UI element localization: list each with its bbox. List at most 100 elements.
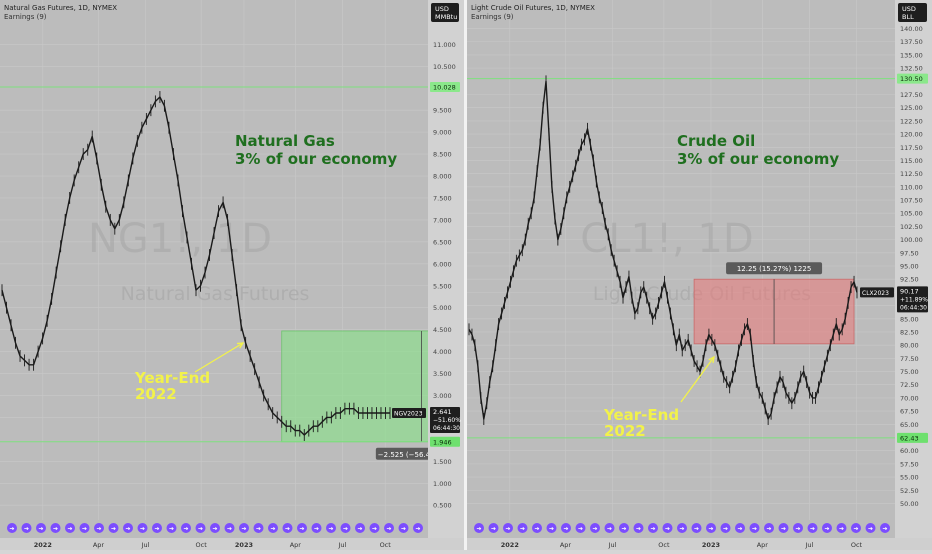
- event-icon-glyph: ➔: [592, 526, 597, 533]
- event-icon[interactable]: [822, 523, 832, 533]
- event-icon-glyph: ➔: [694, 526, 699, 533]
- event-icon-glyph: ➔: [285, 526, 290, 533]
- event-icon[interactable]: [662, 523, 673, 533]
- event-icon[interactable]: [633, 523, 644, 533]
- event-icon[interactable]: [749, 523, 760, 533]
- event-icon[interactable]: [413, 523, 423, 533]
- time-axis[interactable]: [467, 538, 932, 550]
- event-icon[interactable]: [253, 523, 264, 533]
- plot-area[interactable]: [467, 0, 895, 550]
- event-icon[interactable]: [210, 523, 220, 533]
- x-tick-label: Jul: [804, 541, 813, 549]
- x-tick-label: Apr: [757, 541, 769, 549]
- year-end-label: Year-End: [603, 406, 679, 424]
- event-icon[interactable]: [720, 523, 731, 533]
- event-icon[interactable]: [807, 523, 818, 533]
- event-icon[interactable]: [546, 523, 557, 533]
- event-icon[interactable]: [474, 523, 484, 533]
- event-icon[interactable]: [691, 523, 702, 533]
- event-icon[interactable]: [137, 523, 148, 533]
- event-icon[interactable]: [369, 523, 380, 533]
- event-icon[interactable]: [851, 523, 861, 533]
- indicator-label[interactable]: Earnings (9): [4, 13, 47, 21]
- indicator-label[interactable]: Earnings (9): [471, 13, 514, 21]
- event-icon[interactable]: [677, 523, 687, 533]
- event-icon[interactable]: [152, 523, 162, 533]
- event-icon-glyph: ➔: [679, 526, 684, 533]
- event-icon[interactable]: [517, 523, 528, 533]
- event-icon[interactable]: [195, 523, 206, 533]
- event-icon[interactable]: [50, 523, 61, 533]
- event-icon-glyph: ➔: [636, 526, 641, 533]
- price-series-line[interactable]: [468, 80, 858, 420]
- event-icon[interactable]: [398, 523, 409, 533]
- y-tick-label: 3.000: [433, 392, 452, 400]
- event-icon[interactable]: [575, 523, 586, 533]
- event-icon[interactable]: [764, 523, 774, 533]
- event-icon[interactable]: [793, 523, 803, 533]
- event-icon[interactable]: [880, 523, 890, 533]
- event-icon[interactable]: [268, 523, 278, 533]
- event-icon[interactable]: [94, 523, 104, 533]
- currency-unit-badge[interactable]: [898, 3, 927, 22]
- last-price: 2.641: [433, 408, 452, 416]
- price-axis[interactable]: [895, 0, 932, 550]
- event-icon[interactable]: [108, 523, 119, 533]
- y-tick-label: 72.50: [900, 381, 919, 389]
- event-icon[interactable]: [340, 523, 351, 533]
- y-tick-label: 4.000: [433, 348, 452, 356]
- event-icon[interactable]: [79, 523, 90, 533]
- event-icon[interactable]: [181, 523, 191, 533]
- event-icon-glyph: ➔: [314, 526, 319, 533]
- range-label-bg: [726, 262, 823, 275]
- x-tick-label: Oct: [851, 541, 863, 549]
- y-tick-label: 65.00: [900, 421, 919, 429]
- event-icon[interactable]: [21, 523, 32, 533]
- event-icon[interactable]: [836, 523, 847, 533]
- event-icon[interactable]: [311, 523, 322, 533]
- event-icon[interactable]: [166, 523, 177, 533]
- event-icon-glyph: ➔: [549, 526, 554, 533]
- currency-unit-badge[interactable]: [431, 3, 459, 22]
- natural-gas-chart[interactable]: NG1!, 1D Natural Gas Futures −2.525 (−56.4…: [0, 0, 567, 550]
- event-icon[interactable]: [778, 523, 789, 533]
- event-icon[interactable]: [735, 523, 745, 533]
- event-icon[interactable]: [619, 523, 629, 533]
- panel-natural-gas[interactable]: NG1!, 1D Natural Gas Futures −2.525 (−56.4…: [0, 0, 567, 550]
- event-icon[interactable]: [224, 523, 235, 533]
- event-icon[interactable]: [65, 523, 75, 533]
- event-icon[interactable]: [648, 523, 658, 533]
- plot-area[interactable]: [0, 0, 428, 550]
- event-icon[interactable]: [326, 523, 336, 533]
- event-icon[interactable]: [503, 523, 513, 533]
- event-icon[interactable]: [239, 523, 249, 533]
- y-tick-label: 60.00: [900, 447, 919, 455]
- event-icon[interactable]: [865, 523, 876, 533]
- y-tick-label: 1.500: [433, 458, 452, 466]
- event-icon[interactable]: [36, 523, 46, 533]
- event-icon[interactable]: [355, 523, 365, 533]
- time-axis[interactable]: [0, 538, 464, 550]
- event-icon[interactable]: [282, 523, 293, 533]
- event-icon-glyph: ➔: [824, 526, 829, 533]
- annotation-title: Crude Oil: [677, 132, 755, 150]
- event-icon[interactable]: [706, 523, 716, 533]
- event-icon[interactable]: [488, 523, 499, 533]
- event-icon[interactable]: [123, 523, 133, 533]
- event-icon[interactable]: [297, 523, 307, 533]
- event-icon[interactable]: [561, 523, 571, 533]
- event-icon[interactable]: [532, 523, 542, 533]
- y-tick-label: 0.500: [433, 502, 452, 510]
- event-icon[interactable]: [384, 523, 394, 533]
- event-icon[interactable]: [7, 523, 17, 533]
- panel-divider[interactable]: [464, 0, 467, 550]
- event-icon[interactable]: [604, 523, 615, 533]
- y-tick-label: 9.500: [433, 107, 452, 115]
- year-end-arrowhead: [236, 342, 245, 349]
- y-tick-label: 135.00: [900, 51, 923, 59]
- event-icon-glyph: ➔: [723, 526, 728, 533]
- event-icon[interactable]: [590, 523, 600, 533]
- annotation-title: Natural Gas: [235, 132, 335, 150]
